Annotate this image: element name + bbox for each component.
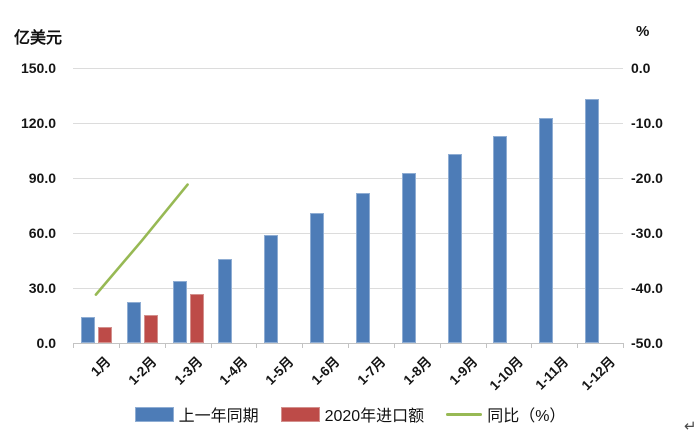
y-axis-label-left: 120.0 — [20, 115, 56, 131]
gridline — [73, 178, 623, 179]
y-axis-label-right: -40.0 — [631, 280, 663, 296]
axis-tick — [577, 343, 579, 348]
y-axis-label-left: 30.0 — [28, 280, 56, 296]
axis-tick — [531, 343, 533, 348]
x-axis-label: 1-10月 — [486, 353, 526, 394]
axis-tick — [485, 343, 487, 348]
chart-legend: 上一年同期 2020年进口额 同比（%） — [0, 402, 700, 426]
bar-prev_year — [447, 154, 462, 343]
bar-imports_2020 — [189, 293, 204, 343]
x-axis-label: 1月 — [87, 353, 114, 380]
right-axis-title: % — [636, 23, 650, 40]
x-axis-label: 1-8月 — [400, 353, 435, 388]
bar-imports_2020 — [97, 327, 112, 343]
x-axis-label: 1-9月 — [446, 353, 481, 388]
y-axis-label-left: 60.0 — [28, 225, 56, 241]
left-axis-title: 亿美元 — [14, 30, 63, 47]
legend-item-prev_year: 上一年同期 — [134, 402, 259, 426]
legend-label-yoy: 同比（%） — [487, 408, 566, 425]
gridline — [73, 288, 623, 289]
bar-prev_year — [172, 280, 187, 343]
bar-prev_year — [585, 99, 600, 343]
axis-tick — [623, 343, 624, 348]
axis-tick — [439, 343, 441, 348]
axis-tick — [256, 343, 258, 348]
bar-prev_year — [401, 172, 416, 343]
axis-tick — [348, 343, 349, 348]
gridline — [73, 123, 623, 124]
legend-label-prev_year: 上一年同期 — [178, 408, 259, 425]
axis-tick — [118, 343, 120, 348]
legend-item-yoy: 同比（%） — [446, 402, 565, 426]
bar-prev_year — [218, 258, 233, 343]
bar-imports_2020 — [143, 314, 158, 343]
bar-prev_year — [310, 212, 325, 343]
legend-item-imports_2020: 2020年进口额 — [280, 402, 425, 426]
axis-tick — [73, 343, 74, 348]
bar-prev_year — [264, 234, 279, 343]
x-axis-label: 1-12月 — [578, 353, 618, 394]
bar-prev_year — [80, 317, 95, 343]
x-axis-label: 1-11月 — [532, 353, 572, 393]
axis-tick — [393, 343, 395, 348]
x-axis-label: 1-4月 — [216, 353, 251, 388]
legend-label-imports_2020: 2020年进口额 — [324, 408, 425, 425]
y-axis-label-left: 0.0 — [36, 335, 56, 351]
axis-tick — [164, 343, 166, 348]
gridline — [73, 233, 623, 234]
y-axis-label-right: -10.0 — [631, 115, 663, 131]
x-axis-label: 1-3月 — [171, 353, 206, 388]
legend-swatch-yoy — [446, 412, 483, 416]
x-axis-label: 1-5月 — [262, 353, 297, 388]
bar-prev_year — [493, 135, 508, 343]
paragraph-return-mark: ↵ — [684, 418, 697, 435]
x-axis-label: 1-2月 — [125, 353, 160, 388]
bar-prev_year — [355, 192, 370, 343]
y-axis-label-right: -20.0 — [631, 170, 663, 186]
bar-prev_year — [126, 301, 141, 343]
x-axis-label: 1-7月 — [354, 353, 389, 388]
bar-prev_year — [539, 117, 554, 343]
legend-swatch-imports_2020 — [280, 406, 320, 422]
axis-tick — [210, 343, 212, 348]
y-axis-label-right: -50.0 — [631, 335, 663, 351]
y-axis-label-right: 0.0 — [631, 60, 651, 76]
legend-swatch-prev_year — [134, 406, 174, 422]
x-axis-label: 1-6月 — [308, 353, 343, 388]
y-axis-label-left: 150.0 — [20, 60, 56, 76]
axis-tick — [302, 343, 304, 348]
y-axis-label-right: -30.0 — [631, 225, 663, 241]
gridline — [73, 68, 623, 69]
y-axis-label-left: 90.0 — [28, 170, 56, 186]
